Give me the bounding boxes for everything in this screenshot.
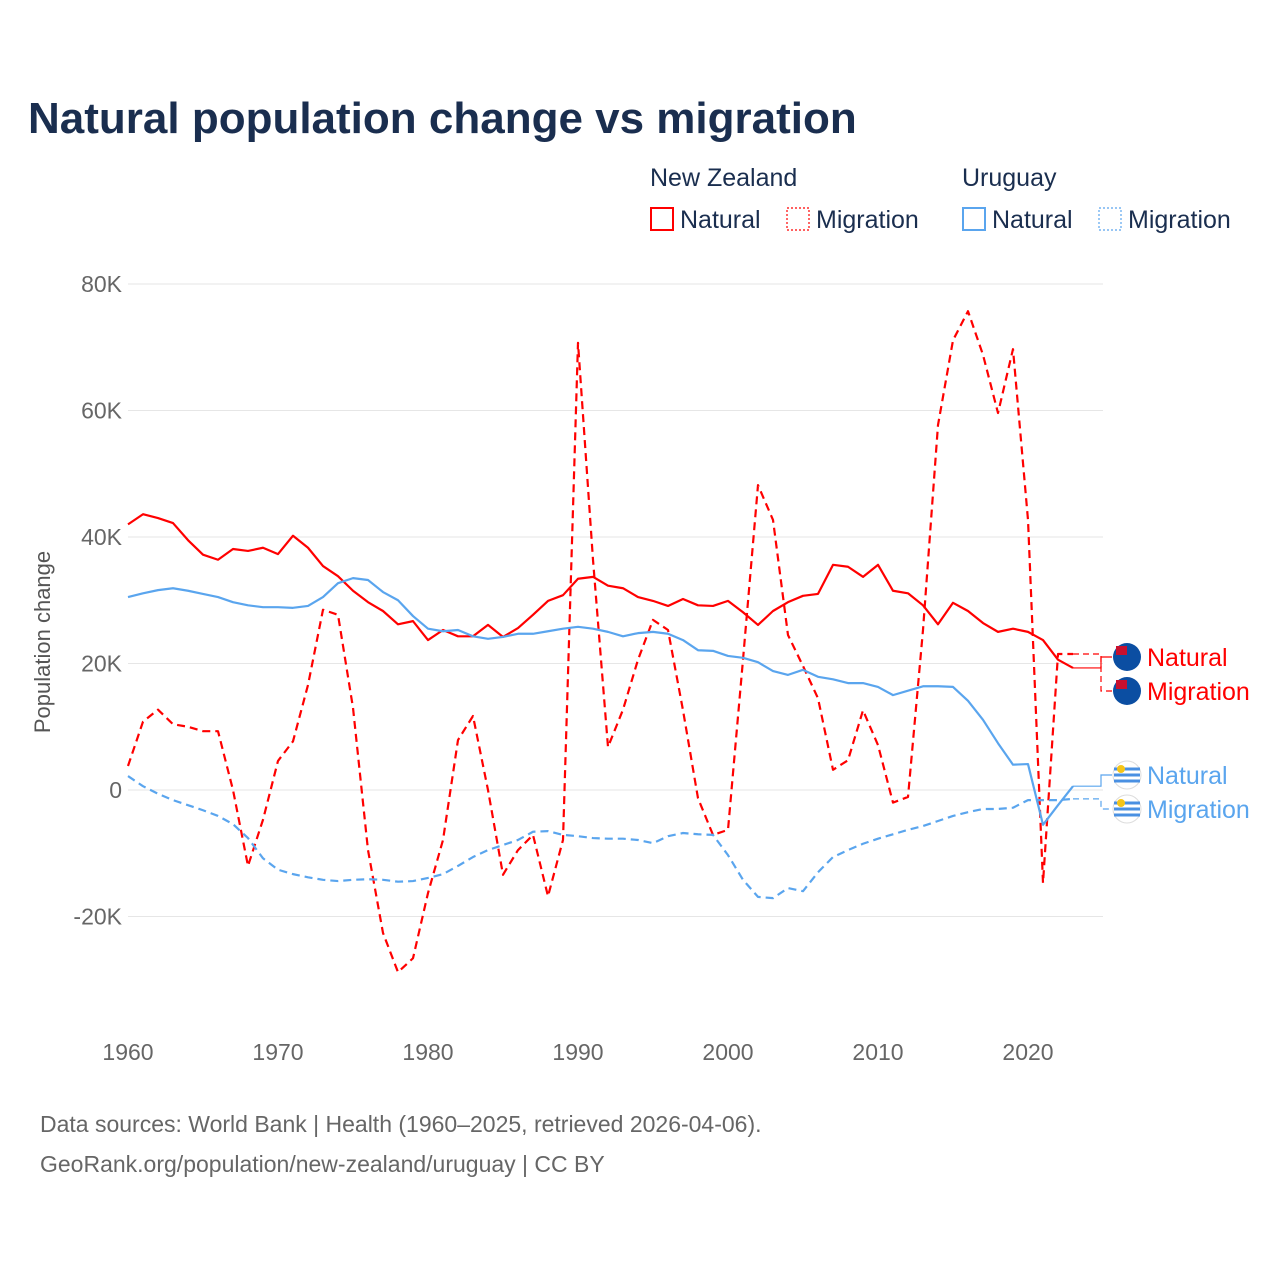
y-axis-label: Population change bbox=[30, 551, 55, 733]
legend-entry: Migration bbox=[816, 206, 919, 234]
legend-entry: Natural bbox=[680, 206, 761, 234]
flag-stripe bbox=[1114, 773, 1140, 777]
series-line-new-zealand-natural bbox=[127, 513, 1074, 669]
source-line-2: GeoRank.org/population/new-zealand/urugu… bbox=[40, 1151, 605, 1177]
flag-sun bbox=[1117, 799, 1125, 807]
chart-title: Natural population change vs migration bbox=[28, 94, 857, 143]
x-tick-label: 2000 bbox=[702, 1039, 753, 1065]
flag-stripe bbox=[1114, 801, 1140, 805]
uruguay-flag-icon bbox=[1112, 794, 1142, 824]
end-label: Migration bbox=[1147, 796, 1250, 824]
series-lines bbox=[126, 310, 1074, 974]
y-tick-label: 40K bbox=[81, 524, 123, 550]
label-connector bbox=[1073, 798, 1112, 810]
label-connector bbox=[1073, 656, 1112, 669]
legend-swatch bbox=[786, 207, 810, 231]
x-tick-label: 1960 bbox=[102, 1039, 153, 1065]
legend-entry: Natural bbox=[992, 206, 1073, 234]
y-tick-label: -20K bbox=[73, 904, 122, 930]
flag-stripe bbox=[1114, 813, 1140, 817]
series-line-uruguay-natural bbox=[127, 577, 1074, 826]
legend-swatch bbox=[962, 207, 986, 231]
end-label: Migration bbox=[1147, 678, 1250, 706]
nz-flag-icon bbox=[1113, 677, 1141, 705]
legend-swatch bbox=[1098, 207, 1122, 231]
x-tick-label: 1990 bbox=[552, 1039, 603, 1065]
flag-canton bbox=[1116, 680, 1127, 689]
source-line-1: Data sources: World Bank | Health (1960–… bbox=[40, 1111, 762, 1137]
axes: -20K 0 20K 40K 60K 80K 1960 1970 1980 1990 2000 201… bbox=[73, 271, 1053, 1065]
flag-stripe bbox=[1114, 779, 1140, 783]
legend-group-title: New Zealand bbox=[650, 164, 797, 192]
end-labels: Natural Migration Natural Migration bbox=[1073, 643, 1250, 824]
legend-group-title: Uruguay bbox=[962, 164, 1057, 192]
uruguay-flag-icon bbox=[1112, 760, 1142, 790]
flag-stripe bbox=[1114, 767, 1140, 771]
end-label: Natural bbox=[1147, 644, 1228, 672]
legend-swatch bbox=[650, 207, 674, 231]
flag-sun bbox=[1117, 765, 1125, 773]
nz-flag-icon bbox=[1113, 643, 1141, 671]
label-connector bbox=[1073, 774, 1112, 787]
x-tick-label: 1970 bbox=[252, 1039, 303, 1065]
end-label: Natural bbox=[1147, 762, 1228, 790]
legend-entry: Migration bbox=[1128, 206, 1231, 234]
x-tick-label: 2010 bbox=[852, 1039, 903, 1065]
legend: New Zealand Natural Migration Uruguay Natura… bbox=[650, 164, 1231, 234]
y-tick-label: 60K bbox=[81, 398, 123, 424]
y-tick-label: 0 bbox=[109, 777, 122, 803]
y-tick-label: 20K bbox=[81, 651, 123, 677]
x-tick-label: 1980 bbox=[402, 1039, 453, 1065]
flag-stripe bbox=[1114, 807, 1140, 811]
x-tick-label: 2020 bbox=[1002, 1039, 1053, 1065]
flag-canton bbox=[1116, 646, 1127, 655]
y-tick-label: 80K bbox=[81, 271, 123, 297]
label-connector bbox=[1073, 653, 1112, 692]
series-line-uruguay-migration bbox=[127, 775, 1074, 900]
series-line-new-zealand-migration bbox=[126, 310, 1073, 974]
grid bbox=[128, 283, 1103, 917]
